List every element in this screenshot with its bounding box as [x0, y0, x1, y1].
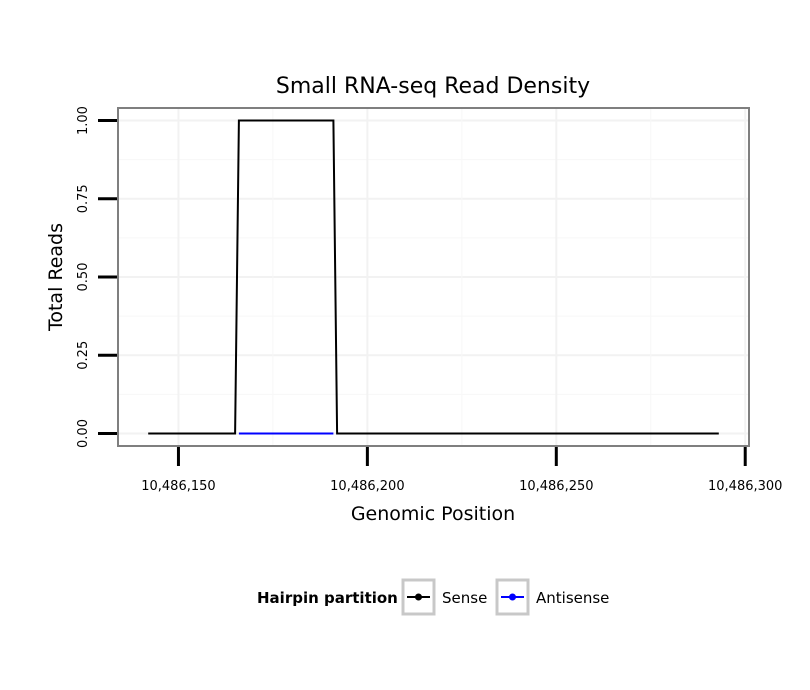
legend-title: Hairpin partition — [257, 589, 398, 607]
y-tick-label: 0.75 — [76, 184, 91, 213]
x-axis-title: Genomic Position — [351, 503, 515, 525]
grid — [118, 108, 749, 446]
series-lines — [148, 119, 719, 435]
x-tick-label: 10,486,150 — [141, 479, 215, 494]
y-tick-label: 0.00 — [76, 419, 91, 448]
series-line-sense — [148, 119, 719, 435]
legend-key-antisense-point — [509, 593, 516, 601]
y-axis-title: Total Reads — [45, 223, 67, 332]
chart-title: Small RNA-seq Read Density — [276, 74, 590, 99]
x-tick-label: 10,486,300 — [708, 479, 782, 494]
x-tick-label: 10,486,250 — [519, 479, 593, 494]
legend-label-antisense: Antisense — [536, 589, 609, 607]
y-tick-label: 1.00 — [76, 106, 91, 135]
x-tick-label: 10,486,200 — [330, 479, 404, 494]
legend-key-sense-point — [415, 593, 422, 601]
y-tick-label: 0.25 — [76, 341, 91, 370]
axis-ticks: 0.00 0.25 0.50 0.75 1.00 10,486,150 10,486,200… — [76, 106, 782, 494]
legend-item-sense: Sense — [401, 578, 487, 616]
legend-item-antisense: Antisense — [495, 578, 609, 616]
legend: Hairpin partition Sense Antisense — [257, 578, 609, 616]
y-tick-label: 0.50 — [76, 263, 91, 292]
legend-label-sense: Sense — [442, 589, 487, 607]
plot-panel — [117, 107, 750, 447]
